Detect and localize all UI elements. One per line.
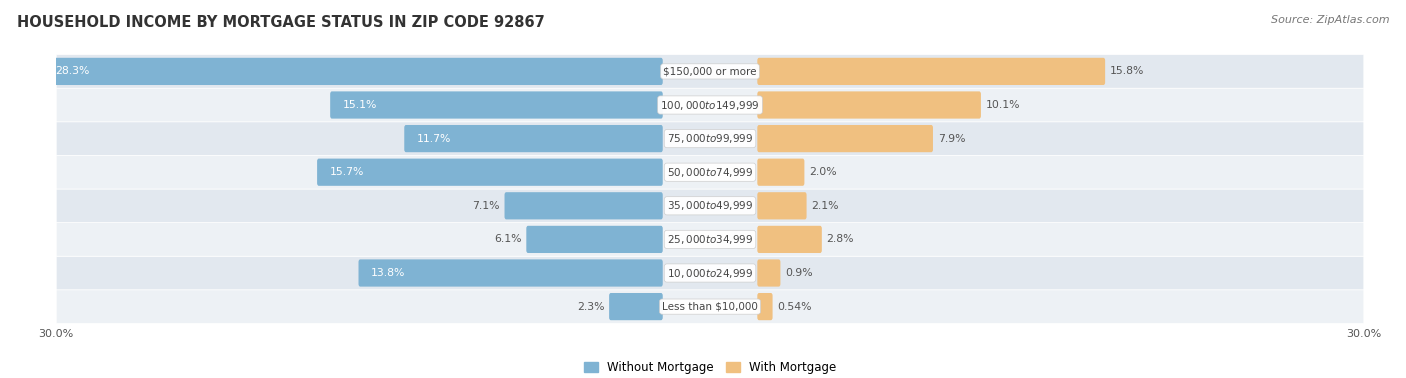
Text: 10.1%: 10.1% xyxy=(986,100,1021,110)
FancyBboxPatch shape xyxy=(405,125,662,152)
Text: 0.9%: 0.9% xyxy=(785,268,813,278)
FancyBboxPatch shape xyxy=(56,155,1364,189)
FancyBboxPatch shape xyxy=(318,159,662,186)
Text: 2.3%: 2.3% xyxy=(576,302,605,311)
FancyBboxPatch shape xyxy=(758,91,981,119)
FancyBboxPatch shape xyxy=(526,226,662,253)
Text: 0.54%: 0.54% xyxy=(778,302,811,311)
FancyBboxPatch shape xyxy=(42,58,662,85)
Text: 2.0%: 2.0% xyxy=(810,167,837,177)
Text: Less than $10,000: Less than $10,000 xyxy=(662,302,758,311)
Text: $150,000 or more: $150,000 or more xyxy=(664,67,756,76)
FancyBboxPatch shape xyxy=(56,290,1364,324)
Text: 2.1%: 2.1% xyxy=(811,201,839,211)
Text: $10,000 to $24,999: $10,000 to $24,999 xyxy=(666,266,754,279)
Text: 13.8%: 13.8% xyxy=(371,268,405,278)
FancyBboxPatch shape xyxy=(359,259,662,287)
FancyBboxPatch shape xyxy=(758,293,772,320)
FancyBboxPatch shape xyxy=(56,122,1364,155)
Text: 28.3%: 28.3% xyxy=(55,67,90,76)
Text: HOUSEHOLD INCOME BY MORTGAGE STATUS IN ZIP CODE 92867: HOUSEHOLD INCOME BY MORTGAGE STATUS IN Z… xyxy=(17,15,544,30)
Text: $100,000 to $149,999: $100,000 to $149,999 xyxy=(661,99,759,112)
FancyBboxPatch shape xyxy=(758,226,823,253)
Text: $75,000 to $99,999: $75,000 to $99,999 xyxy=(666,132,754,145)
FancyBboxPatch shape xyxy=(56,256,1364,290)
Text: 7.9%: 7.9% xyxy=(938,133,966,144)
FancyBboxPatch shape xyxy=(758,259,780,287)
Text: 11.7%: 11.7% xyxy=(418,133,451,144)
Text: $25,000 to $34,999: $25,000 to $34,999 xyxy=(666,233,754,246)
Text: $50,000 to $74,999: $50,000 to $74,999 xyxy=(666,166,754,179)
FancyBboxPatch shape xyxy=(758,192,807,219)
Text: 6.1%: 6.1% xyxy=(494,234,522,245)
Text: Source: ZipAtlas.com: Source: ZipAtlas.com xyxy=(1271,15,1389,25)
Text: $35,000 to $49,999: $35,000 to $49,999 xyxy=(666,199,754,212)
FancyBboxPatch shape xyxy=(758,159,804,186)
FancyBboxPatch shape xyxy=(56,54,1364,88)
FancyBboxPatch shape xyxy=(56,189,1364,223)
FancyBboxPatch shape xyxy=(56,223,1364,256)
FancyBboxPatch shape xyxy=(609,293,662,320)
FancyBboxPatch shape xyxy=(758,125,934,152)
Text: 7.1%: 7.1% xyxy=(472,201,499,211)
FancyBboxPatch shape xyxy=(758,58,1105,85)
Text: 15.1%: 15.1% xyxy=(343,100,377,110)
Text: 2.8%: 2.8% xyxy=(827,234,853,245)
Legend: Without Mortgage, With Mortgage: Without Mortgage, With Mortgage xyxy=(579,356,841,378)
FancyBboxPatch shape xyxy=(330,91,662,119)
FancyBboxPatch shape xyxy=(56,88,1364,122)
Text: 15.7%: 15.7% xyxy=(330,167,364,177)
Text: 15.8%: 15.8% xyxy=(1109,67,1144,76)
FancyBboxPatch shape xyxy=(505,192,662,219)
